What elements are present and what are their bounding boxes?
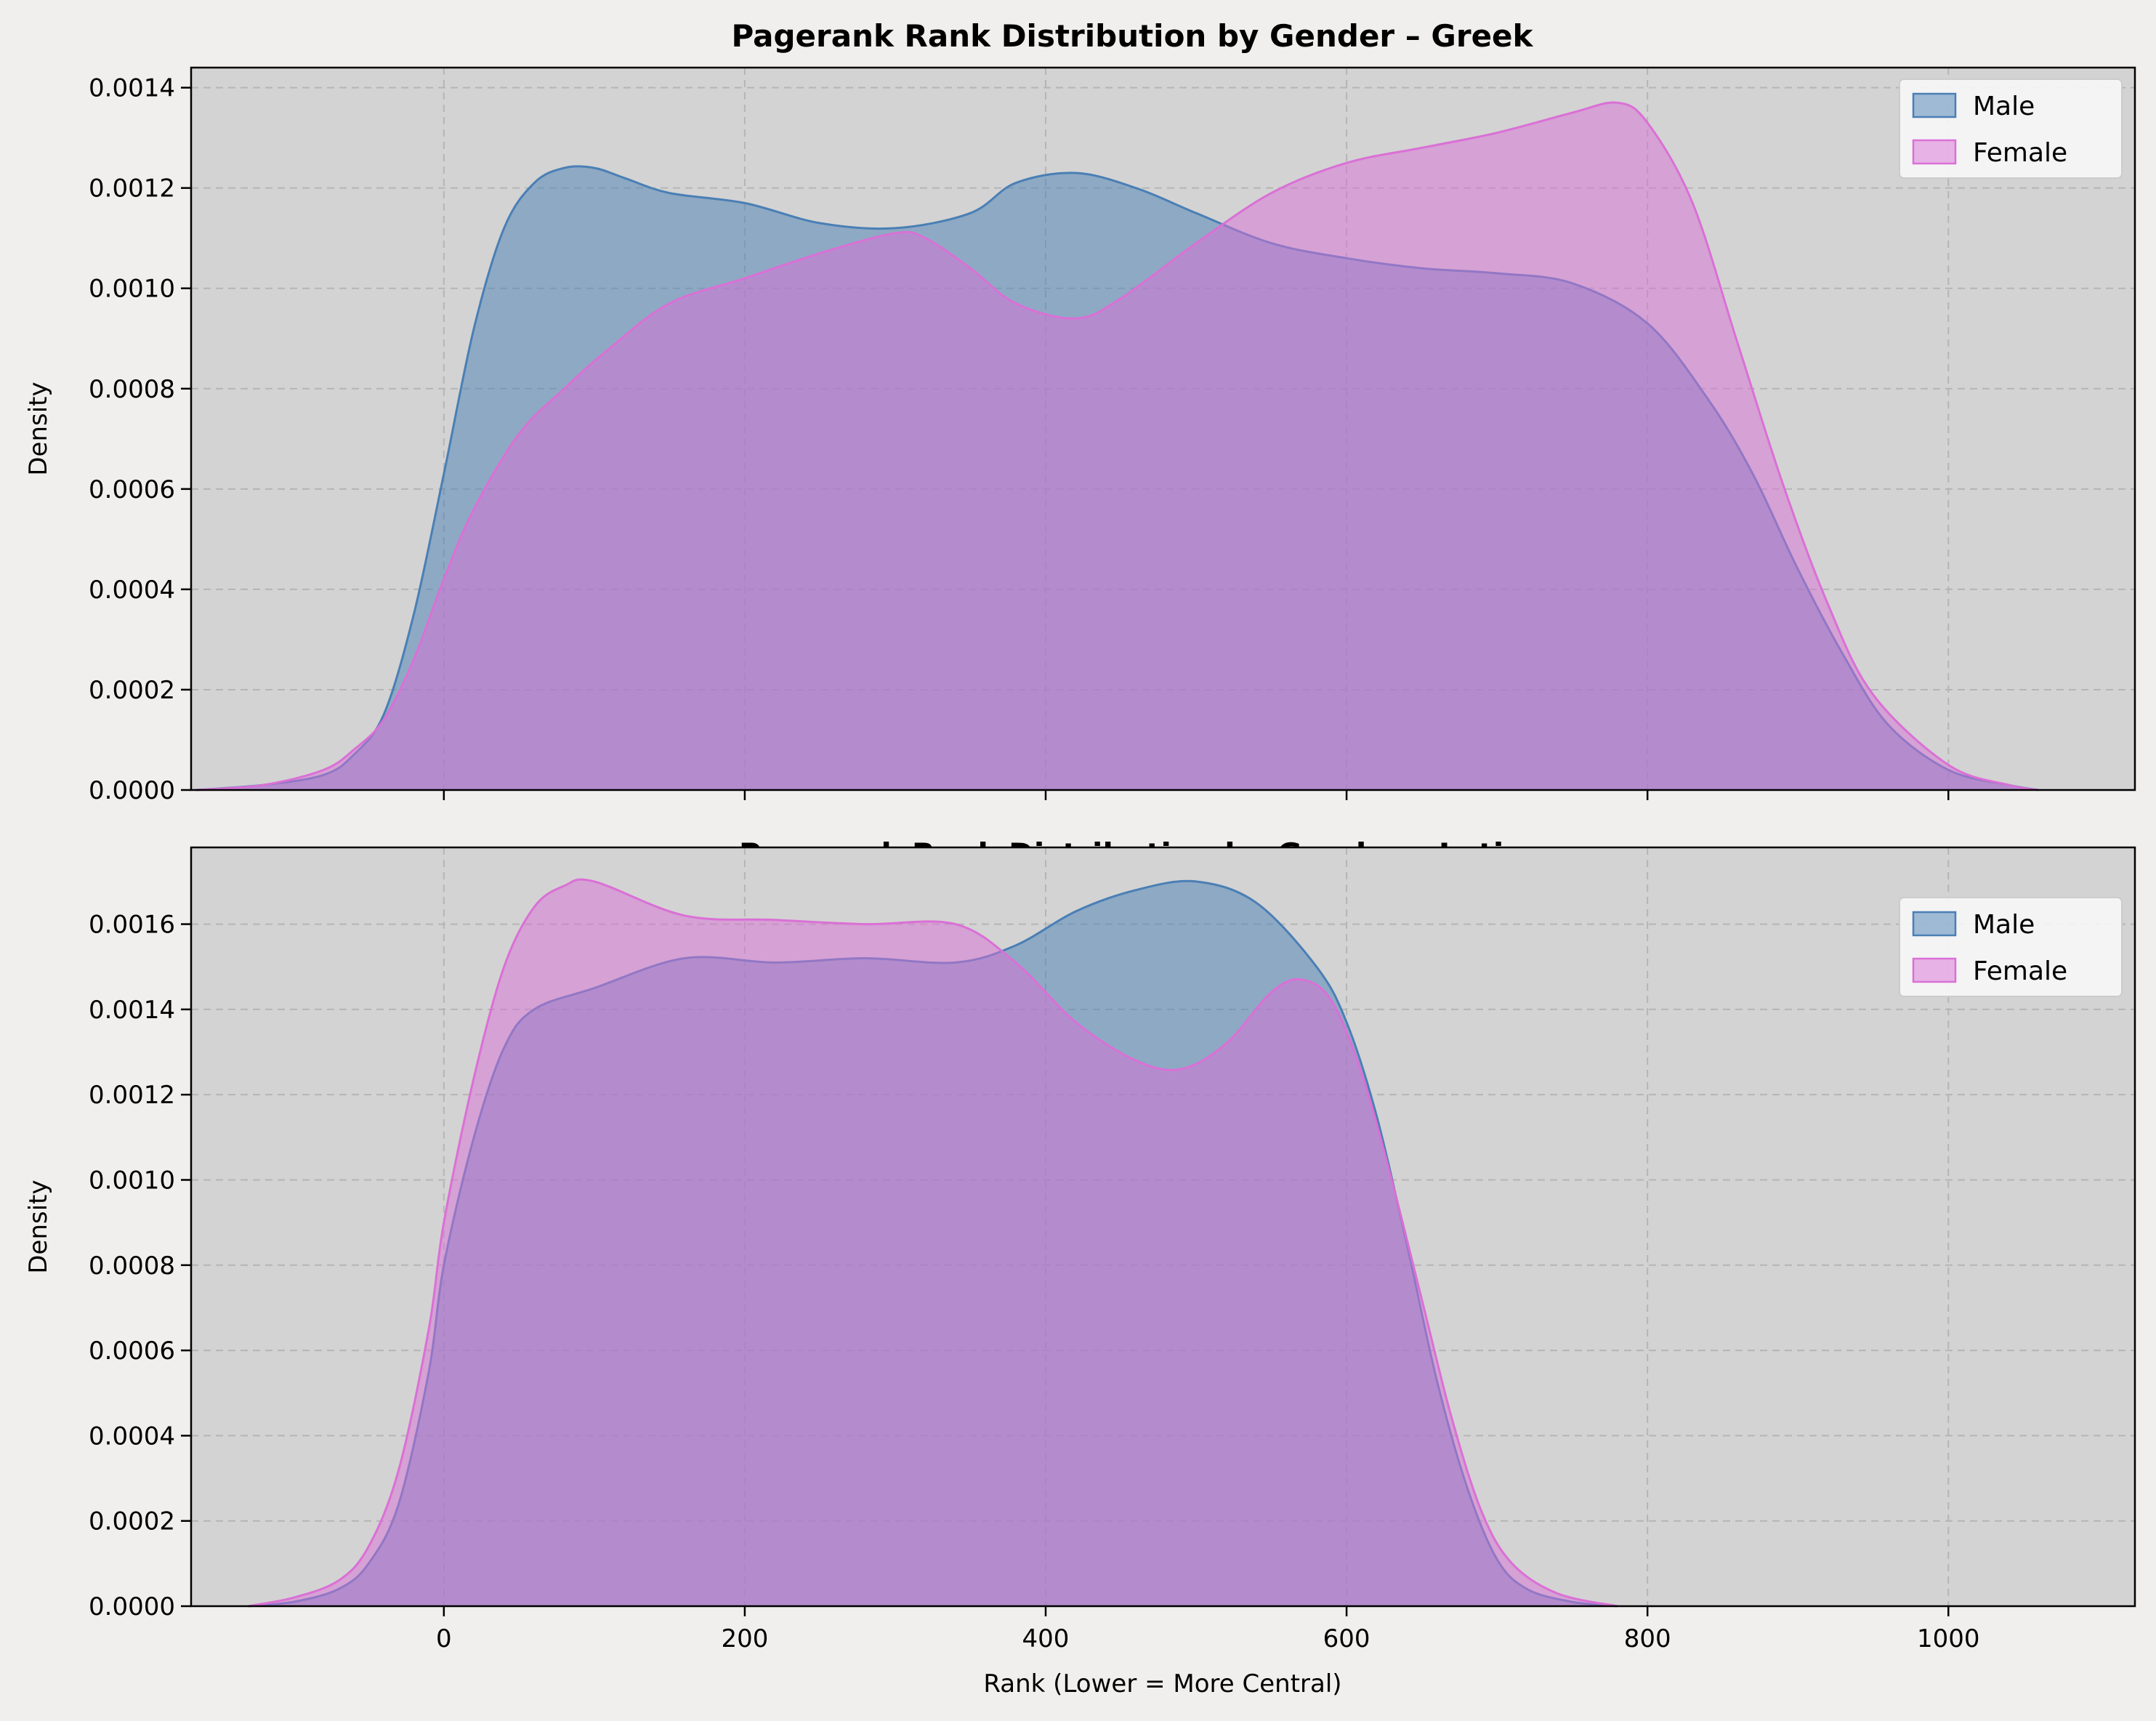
greek-y-axis-label: Density: [24, 382, 53, 475]
latin-panel: Pagerank Rank Distribution by Gender – L…: [24, 837, 2136, 1698]
latin-x-tick-label: 600: [1323, 1624, 1370, 1653]
greek-legend-female-swatch: [1912, 139, 1957, 165]
latin-y-axis-label: Density: [24, 1180, 53, 1273]
latin-x-axis-label: Rank (Lower = More Central): [983, 1669, 1341, 1698]
greek-legend-male-swatch: [1912, 92, 1957, 118]
latin-female-density-line: [248, 878, 1618, 1608]
latin-density-curves: [248, 878, 1618, 1608]
greek-y-tick-label: 0.0002: [89, 676, 175, 705]
latin-y-tick-label: 0.0006: [89, 1337, 175, 1366]
latin-y-tick-label: 0.0016: [89, 911, 175, 940]
latin-x-tick-label: 1000: [1917, 1624, 1980, 1653]
latin-legend-female-label: Female: [1973, 956, 2067, 986]
latin-y-tick-label: 0.0002: [89, 1507, 175, 1536]
latin-legend-male-label: Male: [1973, 910, 2035, 940]
latin-x-tick-label: 200: [721, 1624, 768, 1653]
greek-y-tick-label: 0.0012: [89, 174, 175, 203]
latin-legend: Male Female: [1899, 897, 2123, 997]
latin-x-tick-label: 0: [436, 1624, 452, 1653]
greek-ticks: 0.0000 0.0002 0.0004 0.0006 0.0008 0.0010 0.00…: [89, 74, 1950, 805]
greek-y-tick-label: 0.0000: [89, 776, 175, 805]
greek-y-tick-label: 0.0014: [89, 74, 175, 103]
greek-density-curves: [195, 101, 2039, 791]
greek-female-density-line: [195, 101, 2039, 791]
latin-axes-frame: [190, 846, 2136, 1608]
latin-female-density-area: [248, 879, 1618, 1606]
latin-y-tick-label: 0.0010: [89, 1166, 175, 1195]
latin-y-tick-label: 0.0014: [89, 996, 175, 1025]
latin-x-tick-label: 400: [1022, 1624, 1070, 1653]
greek-y-tick-label: 0.0008: [89, 375, 175, 404]
greek-y-tick-label: 0.0006: [89, 475, 175, 504]
greek-y-tick-label: 0.0004: [89, 576, 175, 605]
latin-y-tick-label: 0.0000: [89, 1592, 175, 1621]
greek-legend-male-label: Male: [1973, 92, 2035, 121]
latin-y-tick-label: 0.0012: [89, 1081, 175, 1110]
latin-y-tick-label: 0.0008: [89, 1252, 175, 1281]
greek-female-density-area: [195, 102, 2039, 790]
greek-legend-female-label: Female: [1973, 138, 2067, 168]
greek-y-tick-label: 0.0010: [89, 275, 175, 304]
greek-panel-title: Pagerank Rank Distribution by Gender – G…: [732, 18, 1534, 54]
latin-y-tick-label: 0.0004: [89, 1422, 175, 1451]
greek-axes-frame: [190, 66, 2136, 791]
latin-legend-male-swatch: [1912, 911, 1957, 937]
greek-panel: Pagerank Rank Distribution by Gender – G…: [24, 18, 2136, 805]
latin-legend-female-swatch: [1912, 957, 1957, 983]
greek-legend: Male Female: [1899, 78, 2123, 179]
latin-x-tick-label: 800: [1624, 1624, 1671, 1653]
latin-ticks: 0 200 400 600 800 1000 0.0000 0.0002 0.0004 0.000…: [89, 911, 1980, 1653]
